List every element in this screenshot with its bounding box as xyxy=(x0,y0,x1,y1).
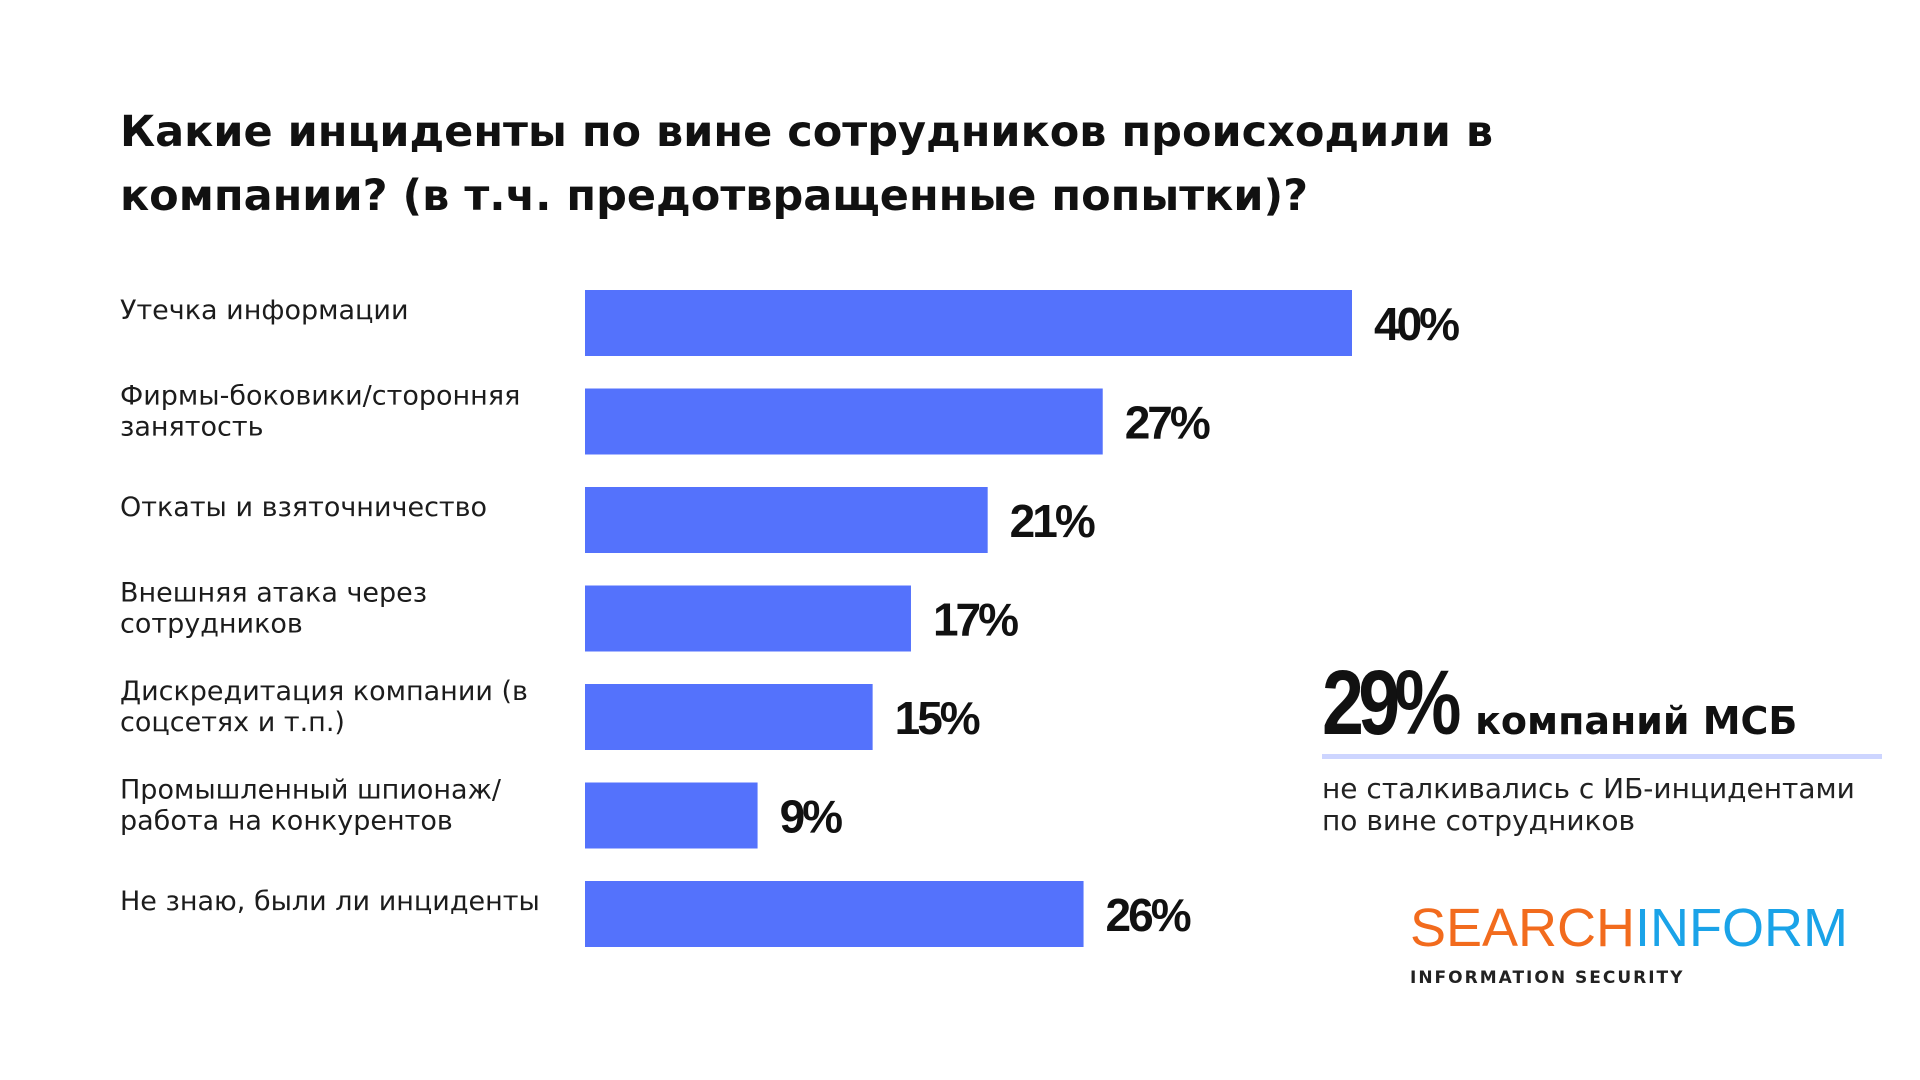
searchinform-logo: SEARCHINFORM INFORMATION SECURITY xyxy=(1410,900,1848,988)
category-label-5: Промышленный шпионаж/работа на конкурент… xyxy=(120,775,502,837)
callout-text-line-1: не сталкивались с ИБ-инцидентами xyxy=(1322,772,1855,805)
callout-divider xyxy=(1322,754,1882,759)
bar-1 xyxy=(585,388,1103,455)
value-label-3: 17% xyxy=(933,594,1018,646)
category-label-1-line-1: занятость xyxy=(120,412,264,443)
category-label-3-line-0: Внешняя атака через xyxy=(120,578,427,609)
category-label-3: Внешняя атака через сотрудников xyxy=(120,578,427,640)
bar-6 xyxy=(585,881,1084,947)
logo-part-search: SEARCH xyxy=(1410,898,1636,958)
logo-tagline: INFORMATION SECURITY xyxy=(1410,968,1685,988)
category-label-4: Дискредитация компании (в соцсетях и т.п.… xyxy=(120,676,528,738)
category-label-1: Фирмы-боковики/сторонняя занятость xyxy=(120,381,520,443)
category-label-1-line-0: Фирмы-боковики/сторонняя xyxy=(120,381,520,412)
category-label-3-line-1: сотрудников xyxy=(120,609,303,640)
bar-2 xyxy=(585,487,988,553)
callout-text-line-2: по вине сотрудников xyxy=(1322,804,1636,837)
category-label-5-line-1: работа на конкурентов xyxy=(120,806,453,837)
callout-value: 29% xyxy=(1322,652,1462,754)
category-label-2-line-0: Откаты и взяточничество xyxy=(120,492,487,523)
category-label-4-line-1: соцсетях и т.п.) xyxy=(120,707,345,738)
callout-label: компаний МСБ xyxy=(1475,699,1798,743)
logo-wordmark: SEARCHINFORM xyxy=(1410,900,1848,956)
bar-3 xyxy=(585,585,911,652)
chart-title-line-2: компании? (в т.ч. предотвращенные попытк… xyxy=(120,171,1309,221)
chart-title: Какие инциденты по вине сотрудников прои… xyxy=(120,100,1520,228)
category-label-0-line-0: Утечка информации xyxy=(120,295,409,326)
value-label-2: 21% xyxy=(1010,495,1095,547)
category-label-5-line-0: Промышленный шпионаж/ xyxy=(120,775,502,806)
callout-description: не сталкивались с ИБ-инцидентами по вине… xyxy=(1322,773,1882,837)
value-label-6: 26% xyxy=(1106,889,1191,941)
value-label-5: 9% xyxy=(780,791,843,843)
category-label-2: Откаты и взяточничество xyxy=(120,492,487,523)
logo-part-inform: INFORM xyxy=(1635,898,1849,958)
category-label-6: Не знаю, были ли инциденты xyxy=(120,886,540,917)
value-label-1: 27% xyxy=(1125,397,1210,449)
bar-4 xyxy=(585,684,873,750)
stat-callout: 29% компаний МСБ не сталкивались с ИБ-ин… xyxy=(1322,652,1882,837)
bar-5 xyxy=(585,782,758,849)
value-label-4: 15% xyxy=(895,692,980,744)
category-label-0: Утечка информации xyxy=(120,295,409,326)
bar-0 xyxy=(585,290,1352,356)
category-label-4-line-0: Дискредитация компании (в xyxy=(120,676,528,707)
category-label-6-line-0: Не знаю, были ли инциденты xyxy=(120,886,540,917)
value-label-0: 40% xyxy=(1374,298,1459,350)
chart-title-line-1: Какие инциденты по вине сотрудников прои… xyxy=(120,107,1494,157)
